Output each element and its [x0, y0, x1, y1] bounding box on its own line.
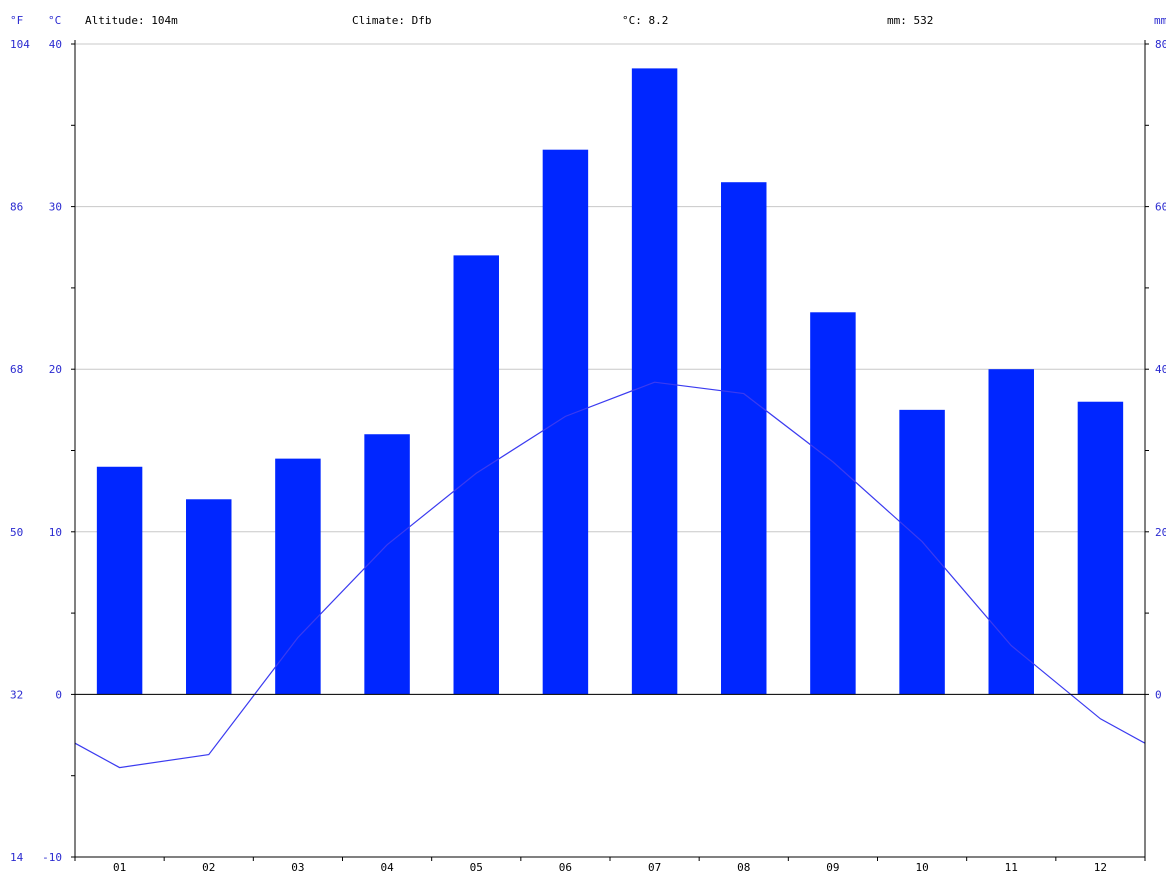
month-label-07: 07 [648, 861, 661, 873]
fahrenheit-tick-label-68: 68 [10, 363, 23, 376]
annual-precipitation-label: mm: 532 [887, 14, 933, 27]
precipitation-bar-05 [453, 255, 499, 695]
precipitation-bar-08 [721, 182, 767, 695]
precipitation-bars [96, 68, 1124, 695]
month-label-05: 05 [470, 861, 483, 873]
precipitation-bar-10 [899, 409, 945, 695]
celsius-tick-label-30: 30 [49, 201, 62, 214]
chart-header: °F °C Altitude: 104m Climate: Dfb °C: 8.… [10, 14, 1166, 27]
month-label-04: 04 [380, 861, 394, 873]
precipitation-tick-label-40: 40 [1155, 363, 1166, 376]
precipitation-tick-label-80: 80 [1155, 38, 1166, 51]
month-label-09: 09 [826, 861, 839, 873]
precipitation-tick-label-0: 0 [1155, 688, 1162, 701]
unit-mm-label: mm [1154, 14, 1166, 27]
precipitation-tick-label-20: 20 [1155, 526, 1166, 539]
unit-fahrenheit-label: °F [10, 14, 23, 27]
precipitation-bar-06 [542, 149, 589, 695]
precipitation-bar-04 [364, 434, 410, 695]
precipitation-bar-12 [1077, 401, 1124, 695]
celsius-tick-label-40: 40 [49, 38, 62, 51]
temperature-line [74, 381, 1146, 769]
axes [71, 40, 1149, 861]
month-label-10: 10 [915, 861, 928, 873]
month-label-11: 11 [1005, 861, 1018, 873]
month-label-06: 06 [559, 861, 572, 873]
precipitation-bar-09 [810, 312, 856, 695]
temperature-series-line [74, 381, 1146, 769]
precipitation-bar-01 [96, 466, 143, 695]
precipitation-bar-11 [988, 369, 1034, 695]
climate-label: Climate: Dfb [352, 14, 431, 27]
precipitation-bar-02 [186, 499, 232, 695]
precipitation-bar-03 [275, 458, 321, 695]
celsius-tick-label--10: -10 [42, 851, 62, 864]
celsius-tick-label-20: 20 [49, 363, 62, 376]
month-label-03: 03 [291, 861, 304, 873]
month-label-08: 08 [737, 861, 750, 873]
fahrenheit-tick-label-86: 86 [10, 201, 23, 214]
fahrenheit-tick-label-32: 32 [10, 688, 23, 701]
month-label-12: 12 [1094, 861, 1107, 873]
average-temperature-label: °C: 8.2 [622, 14, 668, 27]
unit-celsius-label: °C [48, 14, 61, 27]
precipitation-tick-label-60: 60 [1155, 201, 1166, 214]
month-label-02: 02 [202, 861, 215, 873]
fahrenheit-tick-label-104: 104 [10, 38, 30, 51]
precipitation-bar-07 [631, 68, 678, 695]
celsius-tick-label-10: 10 [49, 526, 62, 539]
grid-lines [75, 43, 1145, 695]
fahrenheit-tick-label-14: 14 [10, 851, 24, 864]
altitude-label: Altitude: 104m [85, 14, 178, 27]
fahrenheit-tick-label-50: 50 [10, 526, 23, 539]
month-label-01: 01 [113, 861, 126, 873]
celsius-tick-label-0: 0 [55, 688, 62, 701]
